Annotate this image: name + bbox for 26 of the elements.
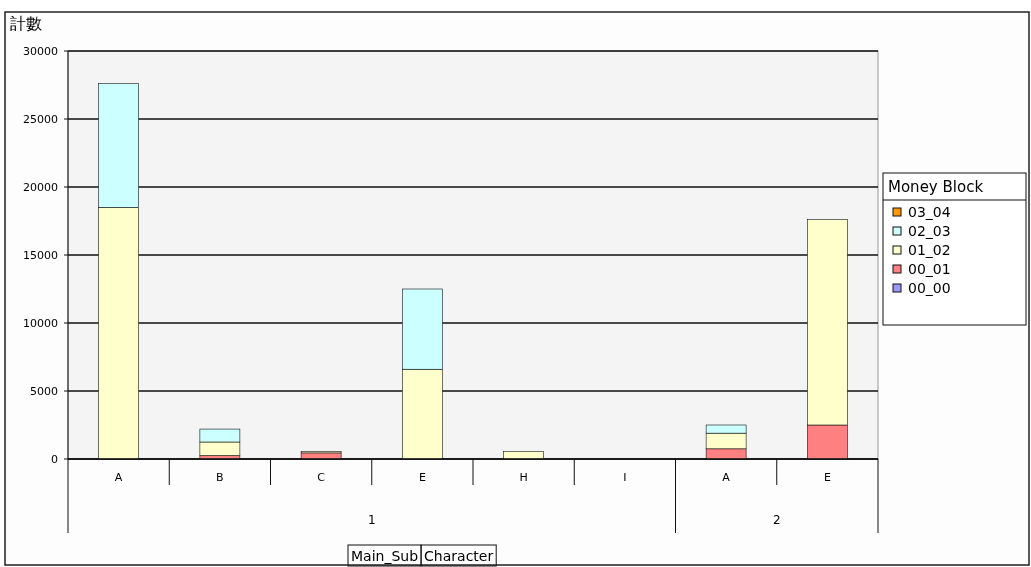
legend-label: 00_00 [908,280,951,296]
y-tick-label: 0 [51,453,58,466]
text: Main_Sub [351,548,419,564]
x-tick-label: H [519,471,528,484]
y-tick-label: 15000 [23,249,58,262]
y-tick-label: 10000 [23,317,58,330]
x-tick-label: E [418,471,426,484]
x-tick-label: B [216,471,224,484]
y-tick-label: 30000 [23,45,58,58]
x-tick-label: C [317,471,326,484]
legend-label: 02_03 [908,223,951,239]
x-tick-label: A [114,471,123,484]
y-tick-label: 20000 [23,181,58,194]
legend-label: 00_01 [908,261,951,277]
text: Character [424,548,494,564]
y-tick-label: 25000 [23,113,58,126]
text: 1 [367,513,376,527]
text: 2 [772,513,781,527]
legend-title: Money Block [888,178,984,196]
x-tick-label: E [823,471,831,484]
legend-label: 01_02 [908,242,951,258]
y-axis-title: 計數 [10,14,42,33]
legend-label: 03_04 [908,204,951,220]
x-tick-label: I [623,471,627,484]
y-tick-label: 5000 [30,385,58,398]
x-tick-label: A [722,471,731,484]
